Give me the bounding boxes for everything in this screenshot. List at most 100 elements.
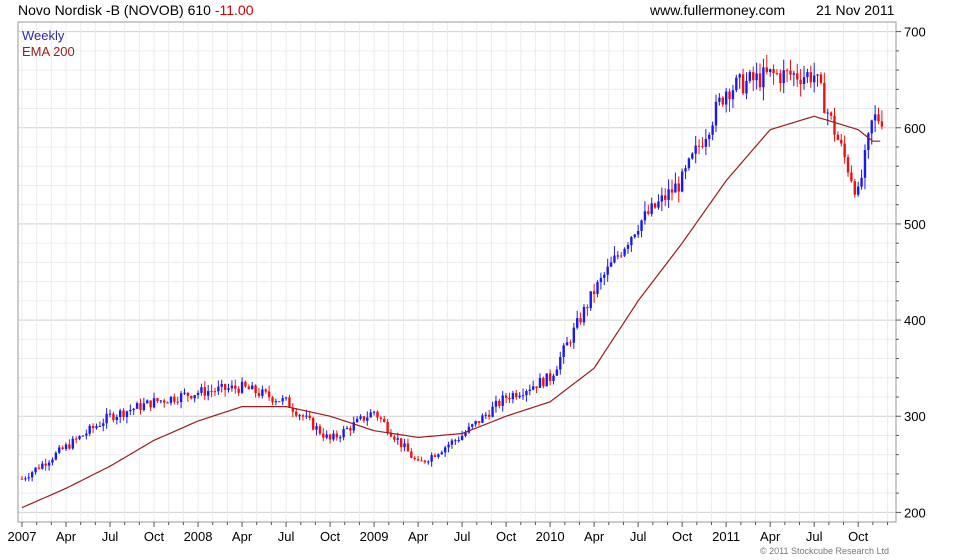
weekly-candle	[44, 458, 47, 471]
x-axis: 2007 Apr Jul Oct 2008 Apr Jul Oct 2009 Apr Jul Oct 2…	[8, 522, 889, 544]
candle-body	[71, 438, 74, 449]
candle-body	[768, 69, 772, 72]
candle-body	[291, 407, 295, 412]
weekly-candle	[169, 396, 173, 406]
weekly-candle	[24, 476, 27, 482]
weekly-candle	[220, 379, 223, 393]
weekly-candle	[873, 105, 877, 133]
weekly-candle	[81, 435, 85, 437]
weekly-candle	[809, 65, 812, 88]
candle-body	[711, 125, 714, 135]
weekly-candle	[691, 152, 694, 160]
weekly-candle	[471, 423, 474, 430]
candle-body	[481, 415, 484, 423]
weekly-candle	[735, 74, 738, 93]
candle-body	[206, 391, 210, 396]
candle-body	[603, 274, 606, 278]
candle-body	[792, 73, 796, 75]
weekly-candle	[366, 411, 369, 426]
weekly-candle	[85, 429, 88, 440]
weekly-candle	[630, 235, 633, 253]
weekly-candle	[430, 452, 433, 467]
candle-body	[785, 70, 789, 72]
candle-body	[274, 401, 278, 403]
candle-body	[555, 369, 559, 376]
candle-body	[599, 277, 603, 283]
candle-body	[190, 395, 193, 399]
candle-body	[789, 70, 792, 75]
candle-body	[288, 397, 291, 408]
candle-body	[846, 157, 850, 173]
weekly-candle	[562, 343, 565, 364]
candle-body	[217, 386, 220, 392]
weekly-candle	[105, 408, 108, 429]
candle-body	[687, 158, 691, 169]
candle-body	[589, 291, 592, 309]
weekly-candle	[443, 445, 447, 457]
weekly-candle	[565, 336, 569, 346]
weekly-candle	[315, 422, 318, 436]
weekly-candle	[196, 390, 200, 399]
candle-body	[836, 134, 840, 140]
candle-body	[399, 438, 403, 448]
weekly-candle	[410, 448, 413, 459]
weekly-candle	[372, 410, 376, 416]
weekly-candle	[454, 438, 457, 445]
weekly-candle	[102, 418, 105, 432]
candle-body	[741, 74, 745, 94]
weekly-candle	[376, 410, 379, 421]
weekly-candle	[552, 373, 555, 385]
site-url[interactable]: www.fullermoney.com	[650, 2, 786, 18]
weekly-candle	[162, 398, 166, 408]
weekly-candle	[589, 291, 592, 311]
candle-body	[504, 395, 508, 398]
weekly-candle	[708, 132, 711, 147]
candle-body	[829, 112, 833, 116]
candle-body	[34, 467, 37, 473]
candle-body	[284, 397, 288, 399]
candle-body	[508, 397, 511, 400]
weekly-candle	[650, 197, 653, 217]
weekly-candle	[582, 304, 586, 326]
candle-body	[525, 390, 528, 396]
weekly-candle	[626, 242, 630, 254]
y-tick-label: 400	[904, 313, 926, 328]
weekly-candle	[234, 379, 237, 394]
candle-body	[193, 395, 196, 399]
weekly-candle	[576, 310, 579, 330]
weekly-candle	[728, 88, 731, 112]
candle-body	[833, 115, 836, 135]
weekly-candle	[762, 58, 765, 101]
candle-body	[487, 414, 491, 417]
weekly-candle	[450, 438, 454, 449]
candle-body	[657, 201, 660, 208]
weekly-candle	[139, 398, 142, 415]
x-tick-label: 2007	[8, 529, 37, 544]
candle-body	[376, 411, 379, 418]
weekly-candle	[271, 396, 274, 406]
candle-body	[748, 72, 752, 81]
candle-body	[873, 114, 877, 121]
candle-body	[691, 153, 694, 159]
weekly-candle	[176, 396, 179, 406]
candle-body	[298, 415, 301, 417]
candle-body	[582, 306, 586, 323]
candle-body	[37, 467, 41, 469]
weekly-candle	[796, 63, 799, 87]
weekly-candle	[362, 416, 366, 423]
weekly-candle	[311, 416, 315, 431]
weekly-candle	[511, 390, 515, 404]
weekly-candle	[724, 87, 728, 113]
weekly-candle	[379, 416, 383, 423]
x-tick-label: Apr	[232, 529, 253, 544]
weekly-candle	[755, 62, 758, 90]
weekly-candle	[47, 460, 51, 471]
candle-body	[650, 203, 653, 214]
candle-body	[257, 393, 261, 396]
weekly-candle	[670, 179, 674, 201]
weekly-candle	[210, 384, 213, 398]
candle-body	[616, 255, 620, 257]
weekly-candle	[677, 176, 680, 203]
weekly-candle	[278, 401, 281, 403]
weekly-candle	[697, 139, 701, 155]
